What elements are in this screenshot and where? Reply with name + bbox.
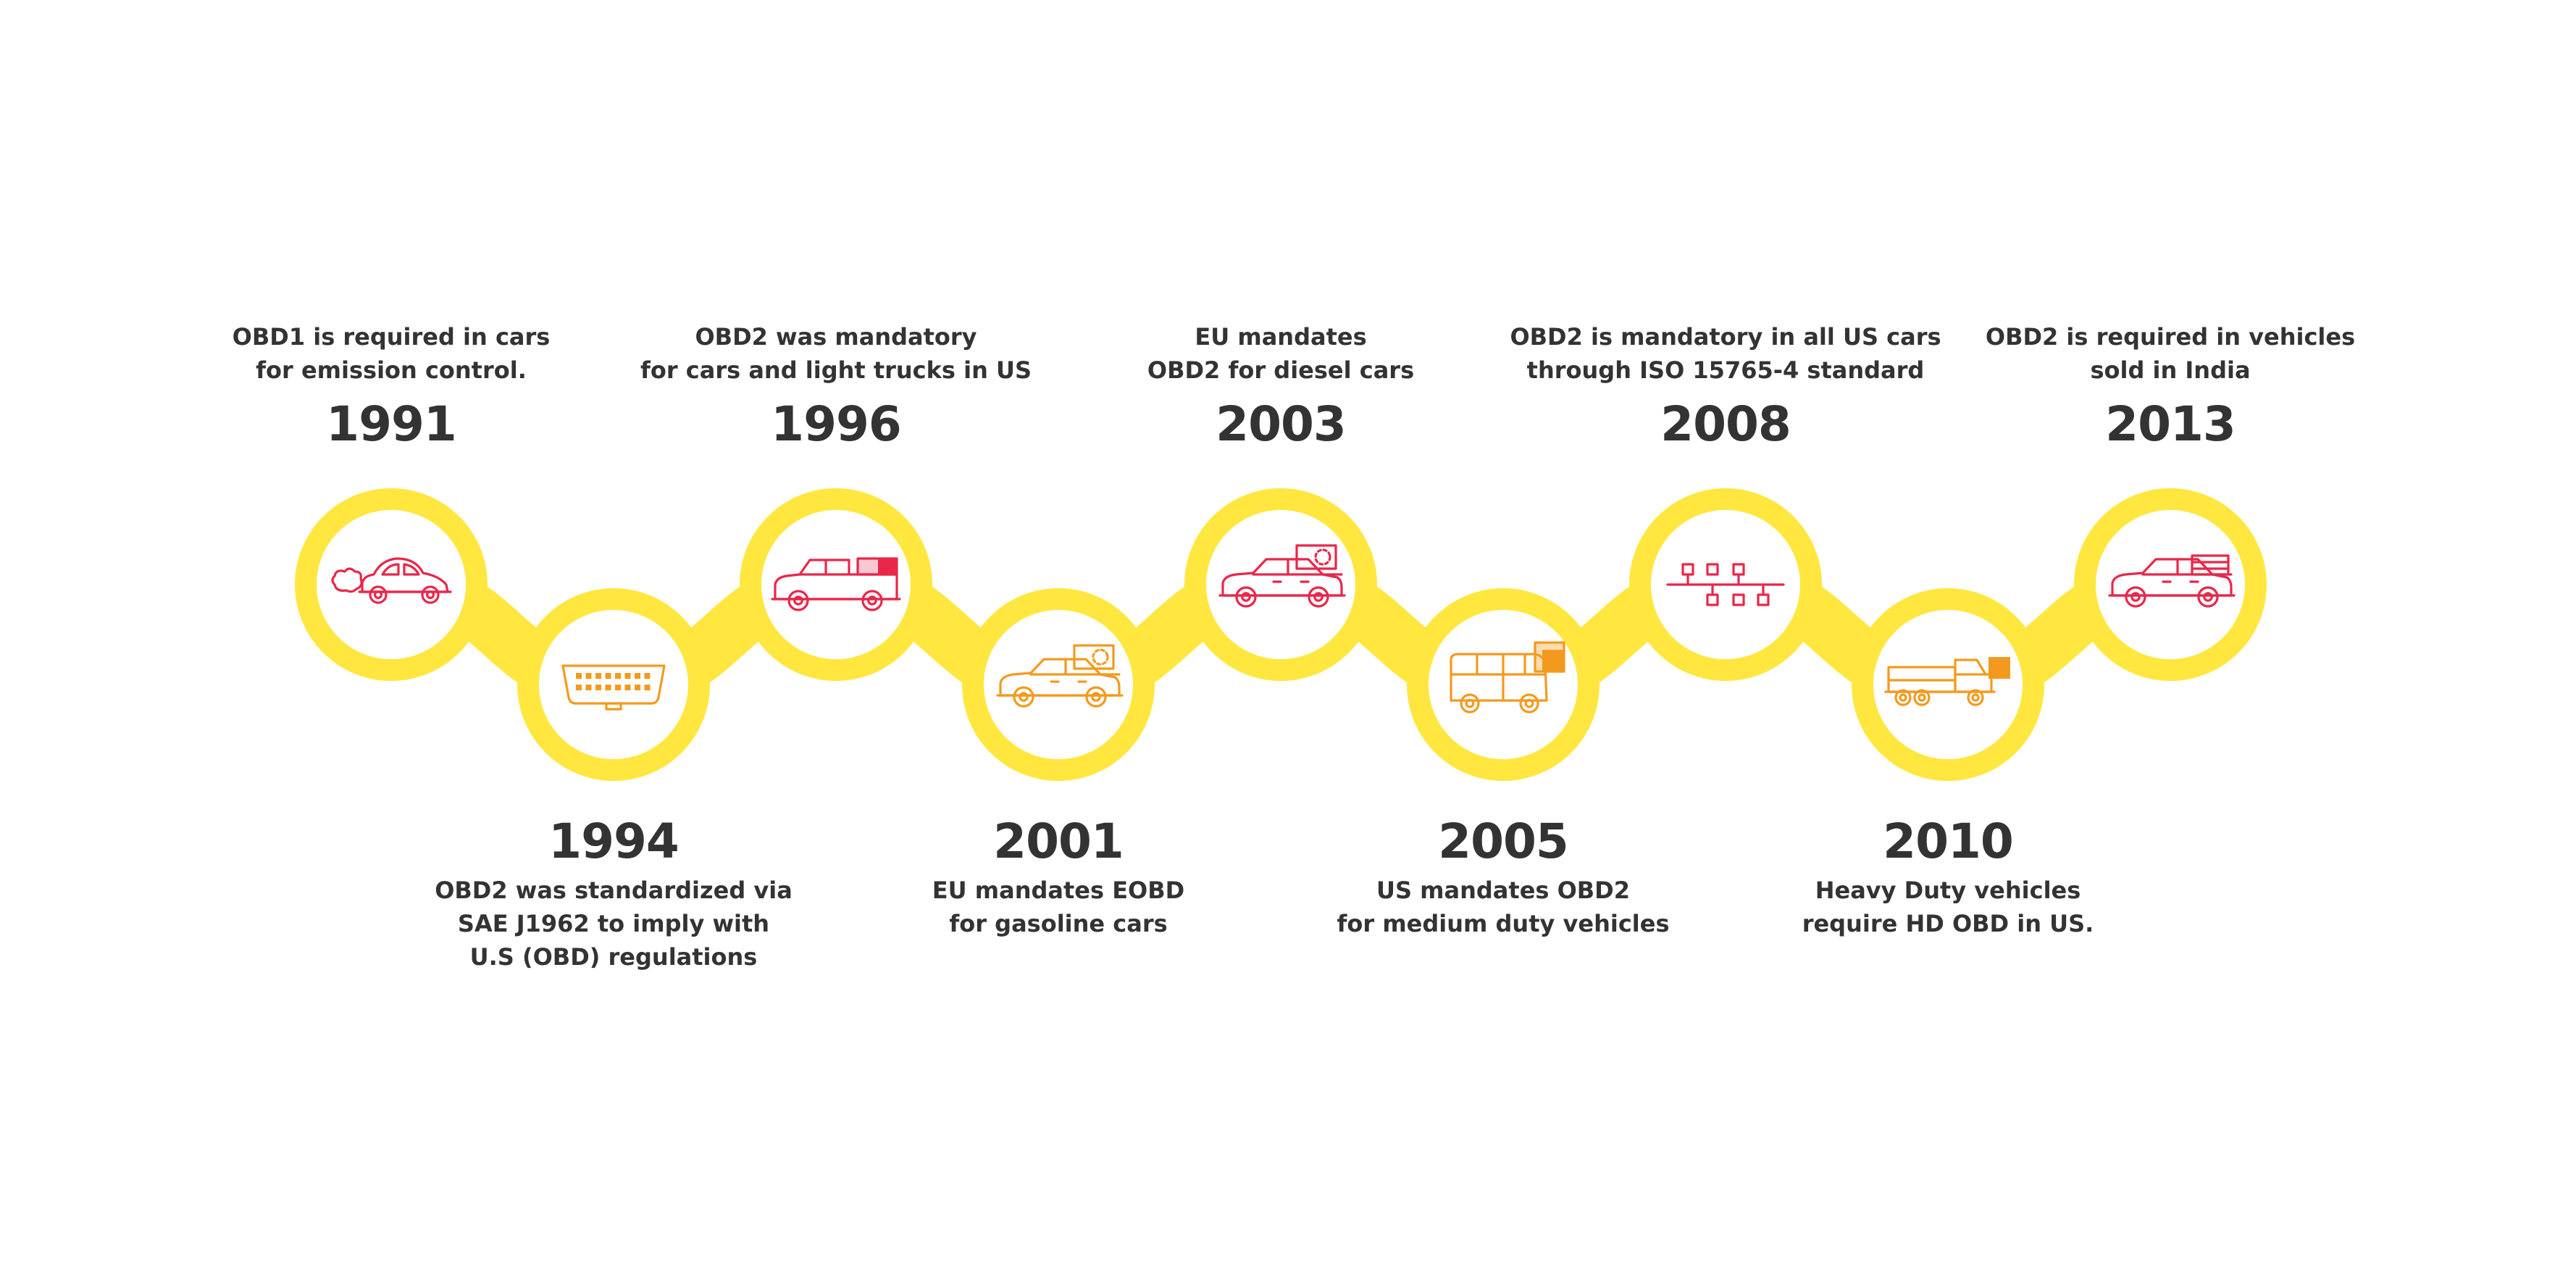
description-line: through ISO 15765-4 standard xyxy=(1526,356,1925,384)
timeline-node-2001 xyxy=(962,588,1155,781)
ring-inner xyxy=(539,610,688,759)
description-line: for emission control. xyxy=(256,356,527,384)
description-line: require HD OBD in US. xyxy=(1802,910,2094,937)
description-line: US mandates OBD2 xyxy=(1376,877,1630,904)
ring-inner xyxy=(2096,510,2245,659)
milestone-description: OBD2 is mandatory in all US cars through … xyxy=(1510,320,1941,387)
heavy-truck-icon xyxy=(1884,657,2010,706)
description-line: for cars and light trucks in US xyxy=(640,356,1032,384)
description-line: OBD2 was mandatory xyxy=(695,323,977,351)
year-2005: 2005 xyxy=(1438,814,1569,869)
description-line: SAE J1962 to imply with xyxy=(457,910,770,937)
timeline-node-2010 xyxy=(1852,588,2044,781)
light-truck-icon xyxy=(771,557,901,611)
milestone-description: Heavy Duty vehicles require HD OBD in US. xyxy=(1802,874,2094,940)
ring-inner xyxy=(317,510,466,659)
year-2003: 2003 xyxy=(1216,396,1347,452)
timeline-node-1994 xyxy=(517,588,710,781)
description-line: U.S (OBD) regulations xyxy=(469,943,758,971)
milestone-description: OBD2 was mandatory for cars and light tru… xyxy=(640,320,1032,387)
year-1996: 1996 xyxy=(771,396,902,452)
can-network-icon xyxy=(1666,563,1785,606)
year-1994: 1994 xyxy=(548,814,679,869)
ring-inner xyxy=(761,510,911,659)
description-line: OBD2 was standardized via xyxy=(435,877,793,904)
description-line: EU mandates EOBD xyxy=(932,877,1185,904)
diesel-car-icon xyxy=(1218,544,1346,608)
description-line: OBD2 is mandatory in all US cars xyxy=(1510,323,1941,351)
description-line: for medium duty vehicles xyxy=(1337,910,1670,937)
year-2001: 2001 xyxy=(993,814,1124,869)
timeline-node-1991 xyxy=(295,488,488,681)
description-line: OBD1 is required in cars xyxy=(232,323,551,351)
description-line: OBD2 for diesel cars xyxy=(1147,356,1415,384)
description-line: Heavy Duty vehicles xyxy=(1815,877,2081,904)
ring-inner xyxy=(1873,610,2023,759)
india-car-icon xyxy=(2108,554,2236,608)
ring-inner xyxy=(1206,510,1355,659)
milestone-description: OBD2 was standardized via SAE J1962 to im… xyxy=(435,874,793,974)
milestone-description: OBD1 is required in cars for emission con… xyxy=(233,320,551,387)
description-line: OBD2 is required in vehicles xyxy=(1985,323,2356,351)
timeline-node-2013 xyxy=(2074,488,2267,681)
description-line: for gasoline cars xyxy=(949,910,1168,937)
milestone-description: US mandates OBD2 for medium duty vehicles xyxy=(1337,874,1670,940)
timeline-node-1996 xyxy=(740,488,932,681)
milestone-description: OBD2 is required in vehicles sold in Indi… xyxy=(1986,320,2355,387)
year-2008: 2008 xyxy=(1660,396,1791,452)
year-1991: 1991 xyxy=(326,396,457,452)
obd-connector-icon xyxy=(561,664,666,711)
milestone-description: EU mandates EOBD for gasoline cars xyxy=(932,874,1184,940)
year-2013: 2013 xyxy=(2105,396,2236,452)
car-exhaust-icon xyxy=(331,557,452,604)
description-line: EU mandates xyxy=(1195,323,1367,351)
description-line: sold in India xyxy=(2090,356,2251,384)
timeline-node-2005 xyxy=(1407,588,1599,781)
medium-duty-van-icon xyxy=(1450,641,1565,714)
year-2010: 2010 xyxy=(1883,814,2014,869)
gasoline-car-icon xyxy=(996,644,1124,708)
timeline-node-2003 xyxy=(1184,488,1377,681)
timeline-node-2008 xyxy=(1629,488,1822,681)
milestone-description: EU mandates OBD2 for diesel cars xyxy=(1147,320,1414,387)
ring-inner xyxy=(984,610,1133,759)
